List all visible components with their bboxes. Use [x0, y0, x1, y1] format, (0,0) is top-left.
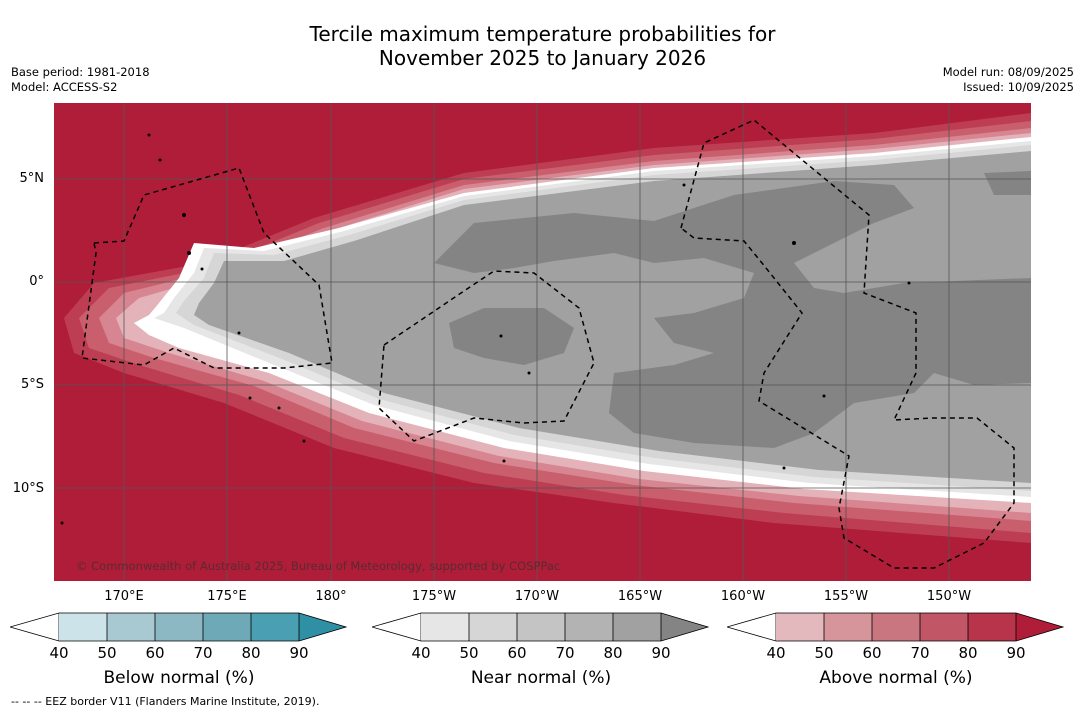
lon-label-155w: 155°W — [823, 589, 869, 604]
near-normal-title: Near normal (%) — [470, 668, 612, 688]
lat-label-5n: 5°N — [19, 171, 45, 186]
colorbar-above-normal — [727, 612, 1064, 642]
below-tick-70: 70 — [193, 644, 213, 662]
base-period: Base period: 1981-2018 — [11, 65, 150, 79]
title-line-2: November 2025 to January 2026 — [378, 46, 707, 70]
copyright-text: © Commonwealth of Australia 2025, Bureau… — [76, 559, 560, 573]
lon-label-150w: 150°W — [926, 589, 972, 604]
lon-label-180: 180° — [315, 589, 347, 604]
below-normal-title: Below normal (%) — [103, 668, 255, 688]
eez-tuvalu-tokelau — [81, 167, 333, 369]
colorbar-below-normal — [10, 612, 347, 642]
eez-line-islands — [680, 119, 1015, 569]
lon-label-165w: 165°W — [617, 589, 663, 604]
title-line-1: Tercile maximum temperature probabilitie… — [309, 22, 776, 46]
near-high-region-northeast — [984, 171, 1031, 195]
below-tick-50: 50 — [97, 644, 117, 662]
near-high-region-east — [434, 181, 1031, 448]
lon-label-160w: 160°W — [720, 589, 766, 604]
above-tick-50: 50 — [814, 644, 834, 662]
model-name: Model: ACCESS-S2 — [11, 80, 118, 94]
near-high-region-central — [449, 308, 574, 365]
eez-footnote: -- -- -- EEZ border V11 (Flanders Marine… — [11, 695, 320, 708]
map-title: Tercile maximum temperature probabilitie… — [0, 22, 1085, 70]
near-tick-60: 60 — [507, 644, 527, 662]
probability-map: © Commonwealth of Australia 2025, Bureau… — [54, 103, 1031, 581]
lon-label-175w: 175°W — [411, 589, 457, 604]
lat-label-5s: 5°S — [20, 377, 44, 392]
lon-label-175e: 175°E — [207, 589, 247, 604]
near-normal-high-areas — [434, 171, 1031, 448]
below-tick-40: 40 — [49, 644, 69, 662]
above-tick-80: 80 — [958, 644, 978, 662]
model-run: Model run: 08/09/2025 — [942, 65, 1074, 79]
near-tick-40: 40 — [411, 644, 431, 662]
colorbar-near-normal — [372, 612, 709, 642]
lat-label-0: 0° — [29, 274, 44, 289]
graticule — [54, 103, 1031, 581]
meta-left: Base period: 1981-2018 Model: ACCESS-S2 — [11, 65, 150, 95]
lat-label-10s: 10°S — [12, 481, 44, 496]
islands — [60, 133, 911, 525]
issued-date: Issued: 10/09/2025 — [963, 80, 1074, 94]
eez-borders — [81, 119, 1015, 569]
near-tick-80: 80 — [603, 644, 623, 662]
below-tick-80: 80 — [241, 644, 261, 662]
above-tick-60: 60 — [862, 644, 882, 662]
lon-label-170e: 170°E — [104, 589, 144, 604]
near-tick-90: 90 — [651, 644, 671, 662]
near-tick-50: 50 — [459, 644, 479, 662]
near-tick-70: 70 — [555, 644, 575, 662]
lon-label-170w: 170°W — [514, 589, 560, 604]
meta-right: Model run: 08/09/2025 Issued: 10/09/2025 — [943, 65, 1074, 95]
below-tick-90: 90 — [289, 644, 309, 662]
above-tick-40: 40 — [766, 644, 786, 662]
below-tick-60: 60 — [145, 644, 165, 662]
above-tick-70: 70 — [910, 644, 930, 662]
eez-phoenix — [378, 270, 595, 442]
above-tick-90: 90 — [1006, 644, 1026, 662]
above-normal-title: Above normal (%) — [819, 668, 973, 688]
